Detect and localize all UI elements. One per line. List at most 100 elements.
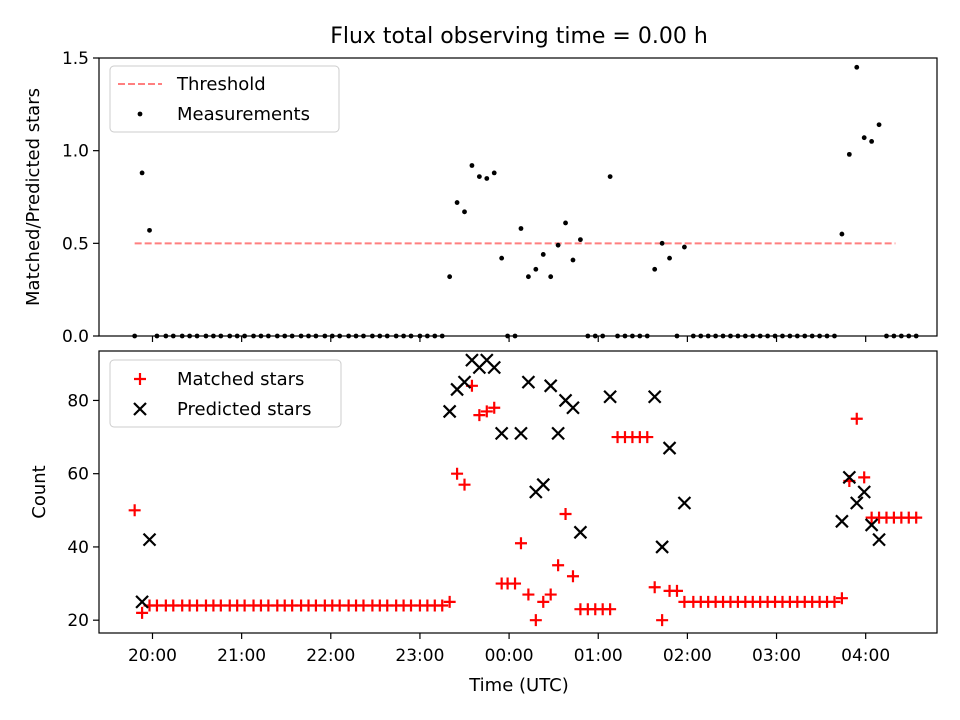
matched-star-point xyxy=(835,592,848,605)
x-tick-label: 03:00 xyxy=(752,646,801,666)
predicted-star-point xyxy=(487,360,502,375)
predicted-star-point xyxy=(842,470,857,485)
bottom-y-tick-label: 20 xyxy=(67,611,89,631)
measurements-legend-label: Measurements xyxy=(177,104,310,125)
measurement-point xyxy=(499,255,505,261)
measurement-point xyxy=(869,139,875,144)
predicted-star-point xyxy=(514,426,528,441)
predicted-star-point xyxy=(457,375,472,389)
bottom-y-ticks: 20 40 60 80 xyxy=(67,391,99,631)
matched-star-point xyxy=(566,570,579,583)
matched-star-point xyxy=(648,581,661,594)
measurement-point xyxy=(518,226,524,231)
matched-star-point xyxy=(529,614,542,627)
x-tick-label: 22:00 xyxy=(306,646,355,666)
measurement-point xyxy=(526,274,531,280)
measurement-point xyxy=(533,266,539,272)
measurement-point xyxy=(491,170,497,176)
predicted-legend-marker xyxy=(133,402,147,416)
bottom-x-ticks: 20:00 21:00 22:00 23:00 00:00 01:00 02:00 03:00… xyxy=(128,633,890,666)
predicted-star-point xyxy=(864,518,879,532)
top-legend: Threshold Measurements xyxy=(109,65,340,133)
matched-star-point xyxy=(473,409,486,422)
predicted-star-point xyxy=(603,390,617,404)
top-y-tick-label: 0.0 xyxy=(62,327,89,347)
matched-legend-marker xyxy=(134,373,146,385)
top-y-tick-label: 1.0 xyxy=(62,142,89,162)
matched-star-point xyxy=(458,478,471,491)
predicted-star-point xyxy=(857,485,871,499)
predicted-star-point xyxy=(573,525,588,540)
measurement-point xyxy=(484,176,490,181)
measurements-legend-marker xyxy=(137,111,143,117)
x-tick-label: 23:00 xyxy=(395,646,444,666)
predicted-star-point xyxy=(494,426,509,441)
predicted-star-point xyxy=(135,595,149,609)
measurement-point xyxy=(476,174,482,180)
predicted-star-point xyxy=(872,532,886,547)
predicted-star-point xyxy=(536,477,551,492)
predicted-star-point xyxy=(142,532,157,547)
measurement-point xyxy=(846,151,852,157)
matched-star-point xyxy=(641,431,654,444)
bottom-plot-frame xyxy=(98,350,938,634)
matched-star-point xyxy=(559,507,572,520)
matched-star-point xyxy=(436,599,449,612)
measurement-point xyxy=(555,242,561,248)
measurement-point xyxy=(578,237,583,243)
measurement-point xyxy=(854,64,860,70)
matched-star-point xyxy=(509,577,522,590)
bottom-legend: Matched stars Predicted stars xyxy=(109,359,342,428)
x-tick-label: 21:00 xyxy=(217,646,266,666)
predicted-star-point xyxy=(442,404,457,419)
matched-star-point xyxy=(537,595,550,608)
measurement-point xyxy=(540,252,546,257)
measurement-point xyxy=(548,274,554,280)
matched-star-point xyxy=(443,595,456,608)
measurement-point xyxy=(563,220,568,226)
top-y-axis-label: Matched/Predicted stars xyxy=(23,88,44,306)
matched-star-point xyxy=(544,588,557,601)
measurement-point xyxy=(652,266,658,272)
measurement-point xyxy=(659,240,665,246)
bottom-legend-box xyxy=(109,359,342,428)
measurement-point xyxy=(667,255,672,261)
x-tick-label: 02:00 xyxy=(663,646,712,666)
matched-star-point xyxy=(858,471,871,484)
measurement-point xyxy=(682,244,687,250)
matched-star-point xyxy=(604,603,617,616)
matched-star-point xyxy=(522,588,535,601)
top-y-tick-label: 0.5 xyxy=(62,234,89,254)
x-tick-label: 20:00 xyxy=(128,646,177,666)
matched-legend-label: Matched stars xyxy=(177,369,304,390)
measurement-point xyxy=(139,170,145,176)
predicted-star-point xyxy=(647,390,662,404)
x-tick-label: 04:00 xyxy=(841,646,890,666)
bottom-y-tick-label: 40 xyxy=(67,538,89,558)
predicted-star-point xyxy=(835,514,849,529)
measurement-point xyxy=(447,274,453,280)
matched-star-point xyxy=(136,606,149,619)
top-y-ticks: 0.0 0.5 1.0 1.5 xyxy=(62,49,867,347)
top-panel: 0.0 0.5 1.0 1.5 Matched/Predicted stars Thr… xyxy=(23,49,938,347)
x-tick-label: 00:00 xyxy=(485,646,534,666)
predicted-star-point xyxy=(677,496,692,510)
matched-star-point xyxy=(670,584,683,597)
measurement-point xyxy=(469,163,475,168)
bottom-panel: 20 40 60 80 20:00 21:00 22:00 23:00 00:00 01:00 0… xyxy=(29,350,938,696)
measurement-point xyxy=(839,231,845,237)
matched-star-point xyxy=(850,412,863,425)
matched-star-point xyxy=(910,511,923,524)
measurement-point xyxy=(147,227,152,233)
measurement-point xyxy=(876,122,882,128)
predicted-star-point xyxy=(655,540,669,554)
top-legend-box xyxy=(109,65,340,133)
measurement-point xyxy=(607,174,613,180)
predicted-star-point xyxy=(566,400,580,415)
chart-title: Flux total observing time = 0.00 h xyxy=(330,24,708,49)
predicted-star-point xyxy=(551,426,565,441)
top-plot-frame xyxy=(98,57,938,337)
matched-star-point xyxy=(828,595,841,608)
predicted-legend-label: Predicted stars xyxy=(177,399,311,420)
